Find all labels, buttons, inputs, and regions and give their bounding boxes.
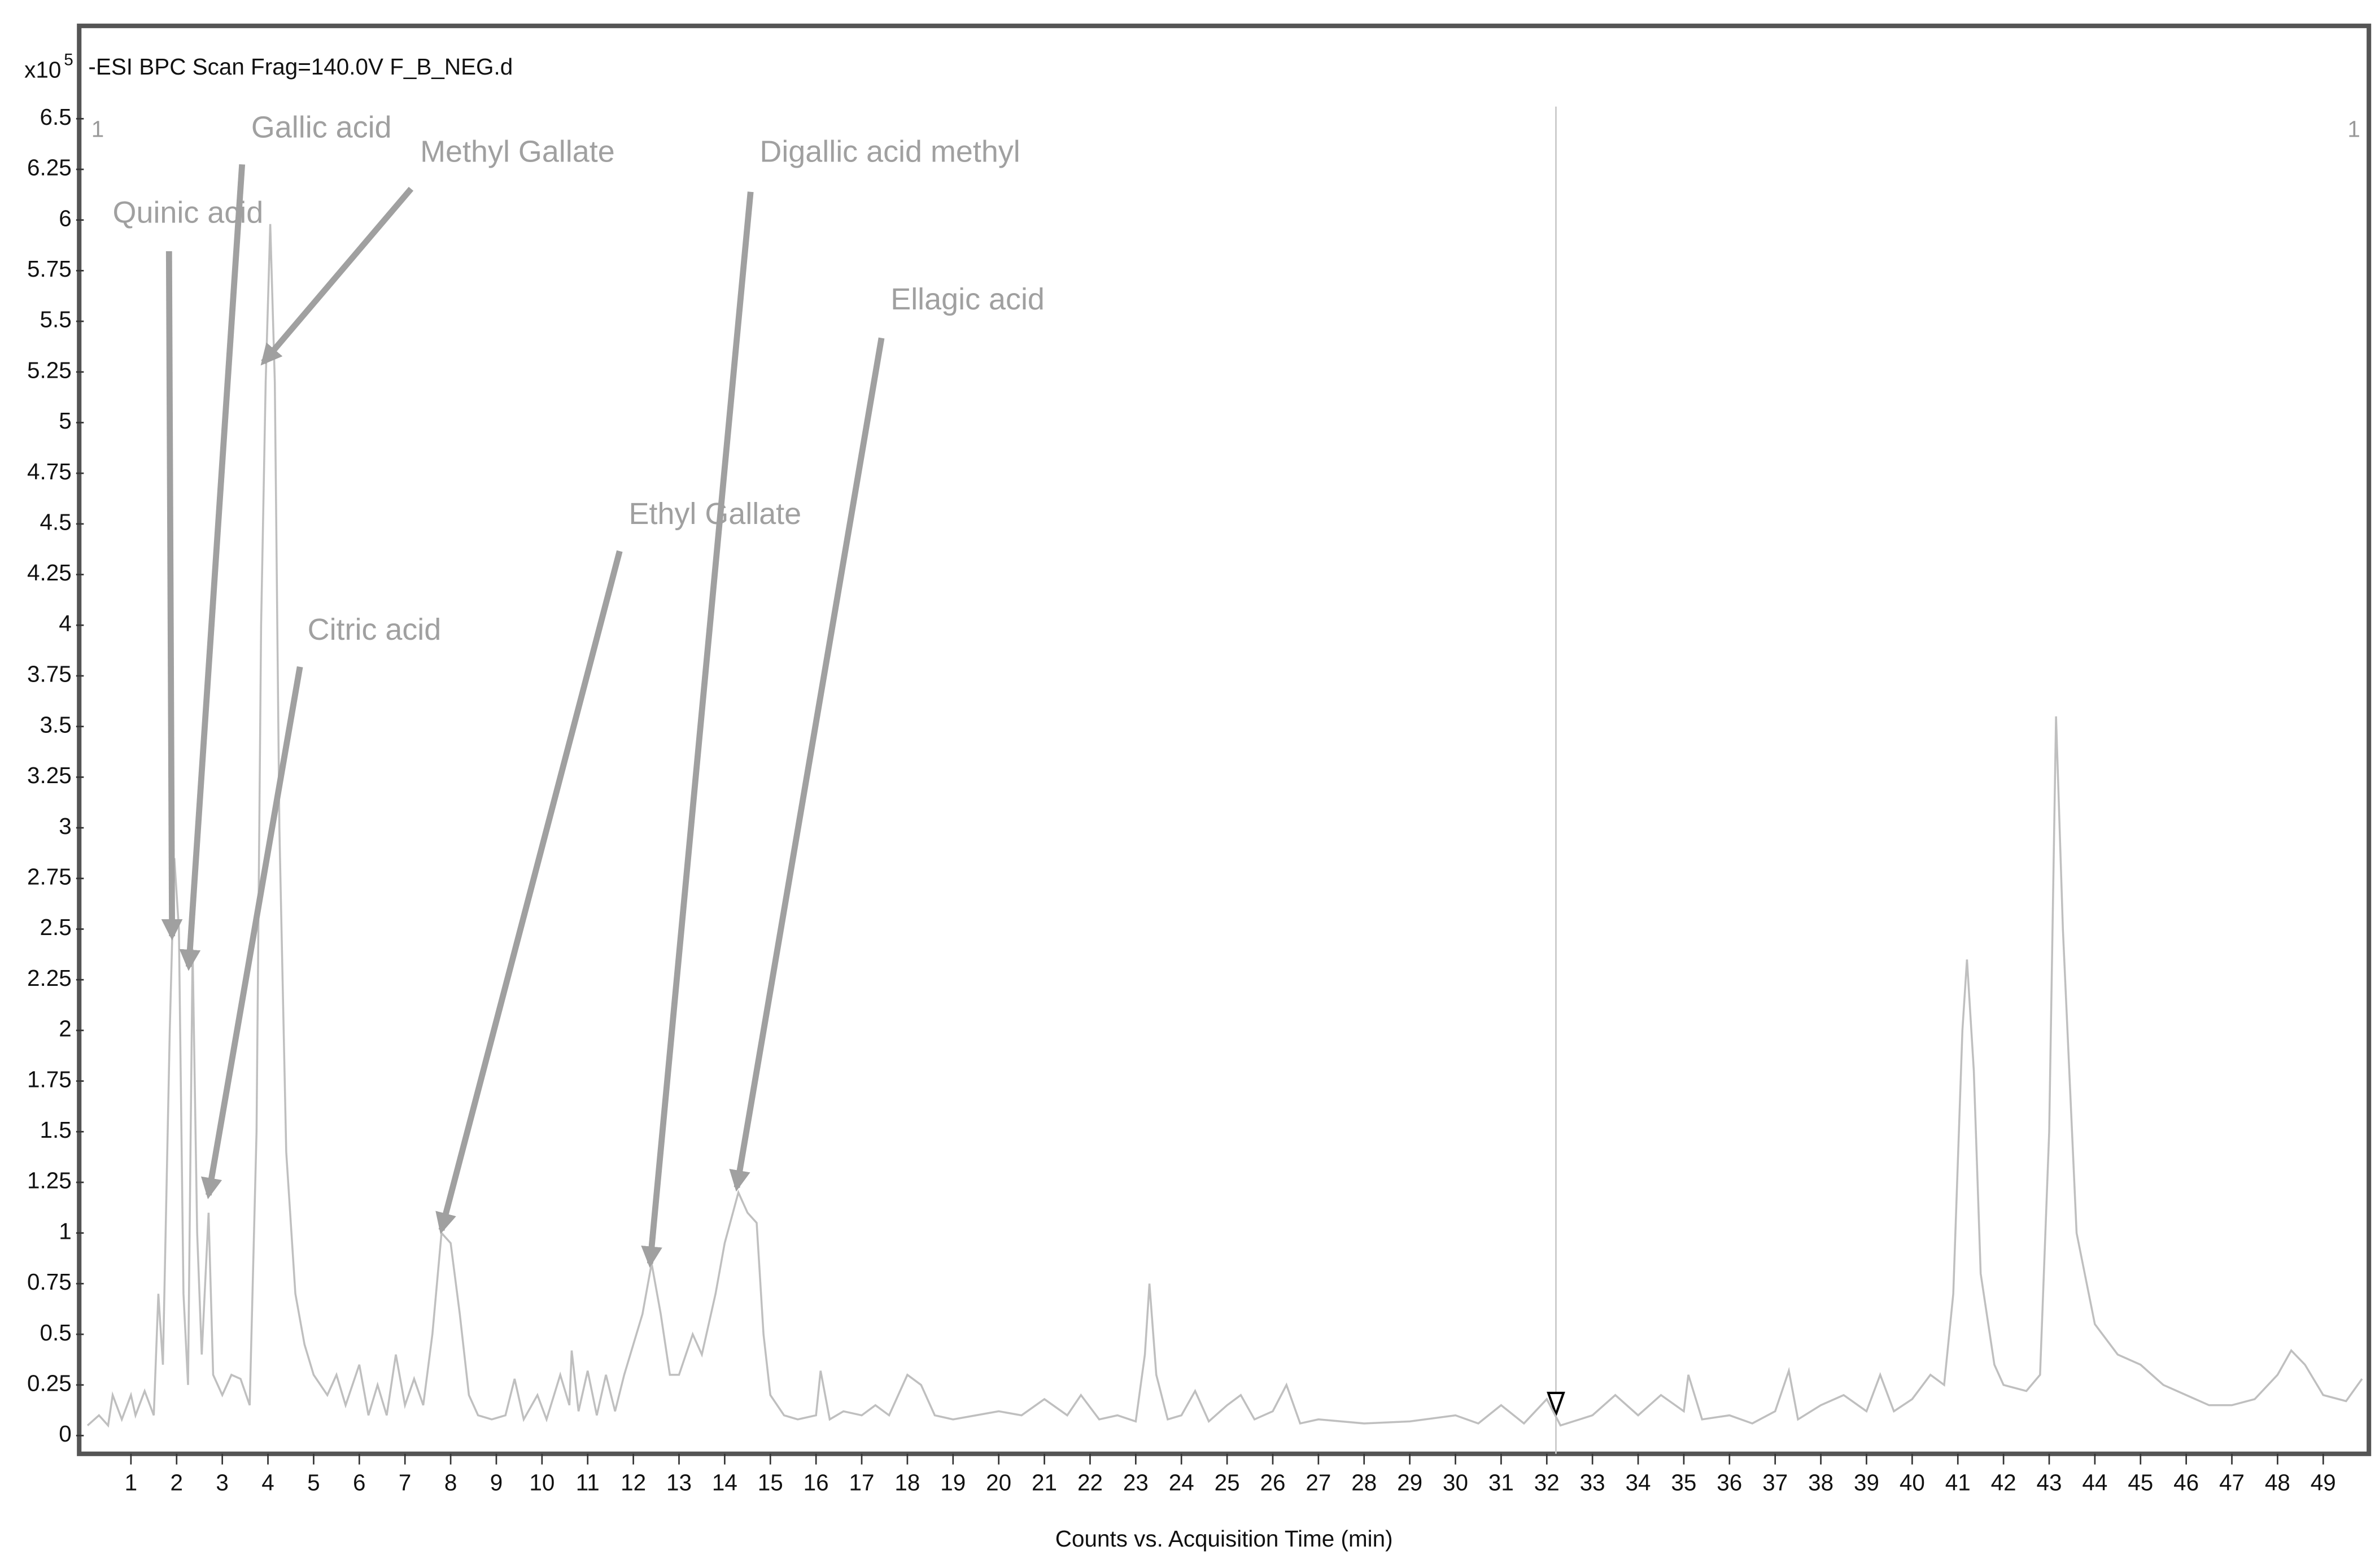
plot-frame xyxy=(77,23,2372,1456)
x-tick-label: 39 xyxy=(1854,1469,1879,1495)
y-tick-label: 5.5 xyxy=(40,307,72,333)
x-tick-label: 3 xyxy=(216,1469,229,1495)
y-tick-label: 0.25 xyxy=(27,1370,72,1396)
x-tick-label: 5 xyxy=(307,1469,320,1495)
x-tick-label: 15 xyxy=(758,1469,783,1495)
x-tick-label: 8 xyxy=(444,1469,457,1495)
y-tick-label: 6 xyxy=(59,205,72,231)
x-tick-label: 16 xyxy=(804,1469,829,1495)
y-tick-label: 4 xyxy=(59,610,72,636)
x-tick-label: 9 xyxy=(490,1469,503,1495)
annotation-arrow xyxy=(260,186,414,366)
x-tick-label: 17 xyxy=(849,1469,875,1495)
x-tick-label: 48 xyxy=(2265,1469,2290,1495)
y-tick-label: 3 xyxy=(59,813,72,839)
y-tick-label: 2 xyxy=(59,1016,72,1042)
annotation-arrow xyxy=(641,191,754,1268)
y-tick-label: 4.5 xyxy=(40,509,72,535)
x-tick-label: 42 xyxy=(1991,1469,2016,1495)
annotation: Gallic acid xyxy=(251,110,392,144)
annotation-arrow xyxy=(179,164,246,971)
y-tick-label: 1.25 xyxy=(27,1168,72,1194)
y-tick-label: 0.75 xyxy=(27,1269,72,1295)
x-tick-label: 29 xyxy=(1397,1469,1422,1495)
annotation: Ellagic acid xyxy=(890,282,1045,316)
y-tick-label: 4.75 xyxy=(27,458,72,484)
x-tick-label: 20 xyxy=(986,1469,1011,1495)
y-tick-label: 0.5 xyxy=(40,1320,72,1346)
x-tick-label: 40 xyxy=(1900,1469,1925,1495)
y-scale-exponent: 5 xyxy=(64,51,73,69)
y-tick-label: 5.75 xyxy=(27,256,72,282)
y-tick-label: 1 xyxy=(59,1218,72,1244)
y-scale-label: x10 xyxy=(24,56,61,82)
x-tick-label: 1 xyxy=(125,1469,138,1495)
x-tick-label: 14 xyxy=(712,1469,737,1495)
x-tick-label: 11 xyxy=(576,1469,600,1495)
cursor-marker xyxy=(1547,1391,1565,1418)
x-tick-label: 44 xyxy=(2082,1469,2107,1495)
x-tick-label: 13 xyxy=(666,1469,692,1495)
x-tick-label: 23 xyxy=(1123,1469,1149,1495)
x-tick-label: 47 xyxy=(2219,1469,2245,1495)
x-tick-label: 31 xyxy=(1488,1469,1514,1495)
y-tick-label: 4.25 xyxy=(27,560,72,586)
annotation: Ethyl Gallate xyxy=(629,497,802,531)
x-tick-label: 45 xyxy=(2128,1469,2153,1495)
y-tick-label: 3.75 xyxy=(27,661,72,687)
x-tick-label: 28 xyxy=(1351,1469,1377,1495)
scan-label: 1 xyxy=(91,116,104,142)
x-axis-label: Counts vs. Acquisition Time (min) xyxy=(1055,1526,1393,1552)
x-tick-label: 4 xyxy=(261,1469,274,1495)
x-tick-label: 10 xyxy=(529,1469,555,1495)
x-tick-label: 19 xyxy=(940,1469,966,1495)
x-tick-label: 46 xyxy=(2173,1469,2199,1495)
x-tick-label: 2 xyxy=(171,1469,184,1495)
x-tick-label: 33 xyxy=(1580,1469,1605,1495)
x-tick-label: 41 xyxy=(1945,1469,1971,1495)
y-tick-label: 2.25 xyxy=(27,965,72,991)
x-tick-label: 24 xyxy=(1169,1469,1194,1495)
annotation: Digallic acid methyl xyxy=(759,135,1020,169)
annotation-arrow xyxy=(435,550,623,1234)
annotation: Citric acid xyxy=(308,613,442,647)
trace-line xyxy=(86,224,2363,1428)
x-tick-label: 7 xyxy=(399,1469,412,1495)
x-tick-label: 12 xyxy=(621,1469,646,1495)
y-tick-label: 2.75 xyxy=(27,863,72,889)
x-tick-label: 49 xyxy=(2311,1469,2336,1495)
annotation-arrow xyxy=(729,337,885,1192)
annotation-arrow xyxy=(200,666,303,1199)
x-tick-label: 37 xyxy=(1762,1469,1788,1495)
y-tick-label: 6.5 xyxy=(40,104,72,130)
x-tick-label: 18 xyxy=(894,1469,920,1495)
annotation: Methyl Gallate xyxy=(420,135,615,169)
y-tick-label: 2.5 xyxy=(40,914,72,940)
y-tick-label: 1.75 xyxy=(27,1066,72,1092)
x-tick-label: 43 xyxy=(2037,1469,2062,1495)
x-tick-label: 32 xyxy=(1534,1469,1560,1495)
annotation-arrow xyxy=(161,251,183,941)
x-tick-label: 25 xyxy=(1215,1469,1240,1495)
y-tick-label: 5 xyxy=(59,408,72,434)
x-tick-label: 21 xyxy=(1032,1469,1057,1495)
x-tick-label: 26 xyxy=(1260,1469,1285,1495)
x-tick-label: 38 xyxy=(1808,1469,1833,1495)
y-tick-label: 6.25 xyxy=(27,155,72,181)
y-tick-label: 5.25 xyxy=(27,357,72,383)
x-tick-label: 22 xyxy=(1077,1469,1103,1495)
x-tick-label: 30 xyxy=(1443,1469,1468,1495)
x-tick-label: 35 xyxy=(1671,1469,1696,1495)
scan-label: 1 xyxy=(2347,116,2360,142)
y-tick-label: 0 xyxy=(59,1421,72,1447)
y-tick-label: 3.25 xyxy=(27,762,72,788)
y-tick-label: 1.5 xyxy=(40,1117,72,1143)
y-tick-label: 3.5 xyxy=(40,711,72,737)
x-tick-label: 36 xyxy=(1717,1469,1742,1495)
chart-title: -ESI BPC Scan Frag=140.0V F_B_NEG.d xyxy=(88,54,513,80)
x-tick-label: 27 xyxy=(1306,1469,1331,1495)
x-tick-label: 34 xyxy=(1626,1469,1651,1495)
x-tick-label: 6 xyxy=(353,1469,366,1495)
